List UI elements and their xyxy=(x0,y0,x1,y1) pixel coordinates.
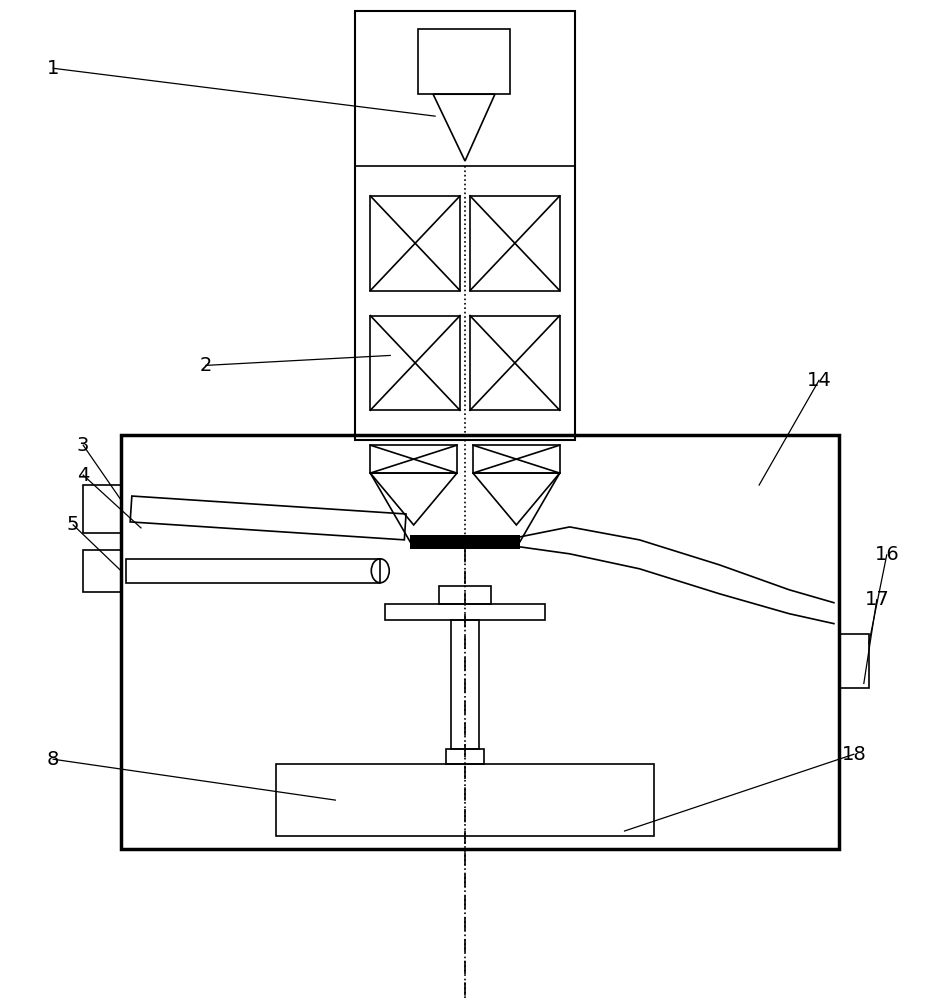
Bar xyxy=(126,559,381,583)
Bar xyxy=(370,316,460,410)
Text: 2: 2 xyxy=(199,356,212,375)
Text: 17: 17 xyxy=(864,590,889,609)
Bar xyxy=(370,196,460,291)
Bar xyxy=(410,535,520,549)
Bar xyxy=(451,620,479,749)
Bar xyxy=(446,749,484,764)
Text: 1: 1 xyxy=(47,59,60,78)
Text: 18: 18 xyxy=(842,745,866,764)
Text: 8: 8 xyxy=(47,750,60,769)
Text: 4: 4 xyxy=(77,466,90,485)
Text: 5: 5 xyxy=(67,515,79,534)
Bar xyxy=(276,764,654,836)
Bar xyxy=(470,316,560,410)
Bar xyxy=(121,435,839,849)
Bar xyxy=(439,586,491,604)
Text: 3: 3 xyxy=(77,436,90,455)
Bar xyxy=(839,634,869,688)
Text: 14: 14 xyxy=(807,371,831,390)
Bar xyxy=(470,196,560,291)
Bar xyxy=(83,550,121,592)
Bar xyxy=(355,11,575,440)
Bar xyxy=(385,604,545,620)
Text: 16: 16 xyxy=(874,545,899,564)
Bar xyxy=(83,485,121,533)
Bar xyxy=(418,29,510,94)
Bar xyxy=(370,445,457,473)
Bar xyxy=(473,445,560,473)
